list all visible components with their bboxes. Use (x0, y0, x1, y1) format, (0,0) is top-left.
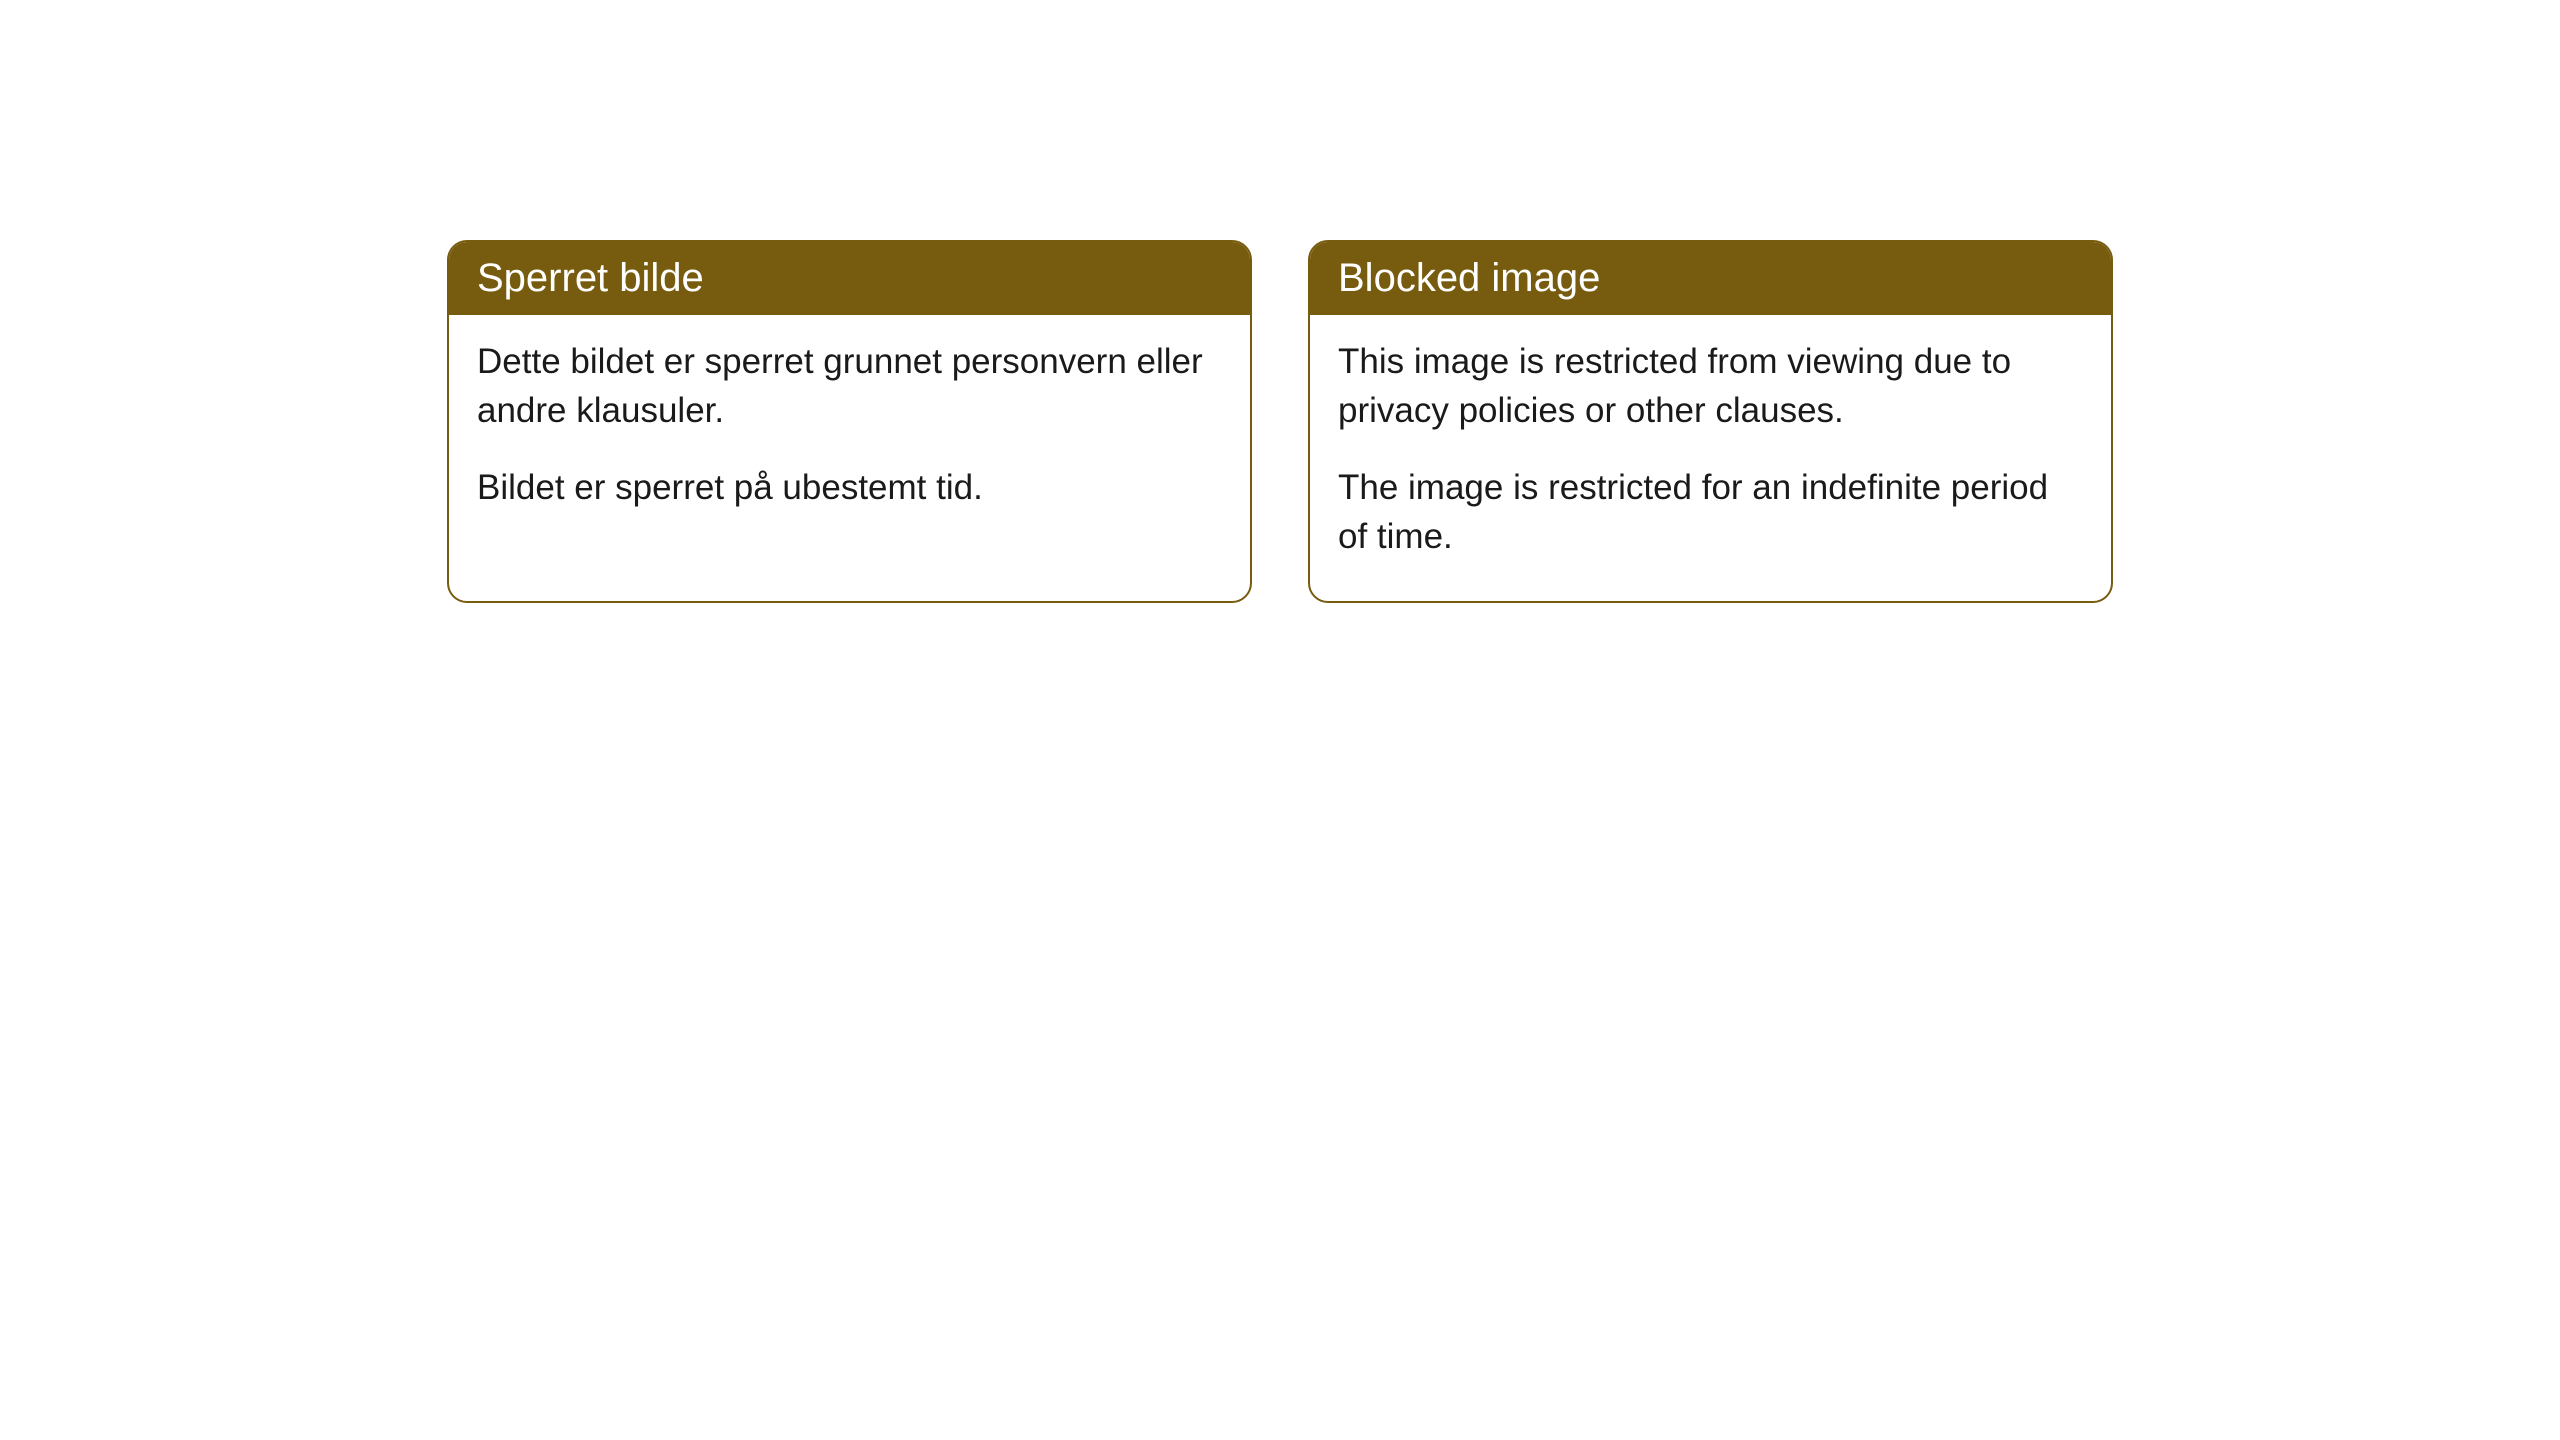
card-paragraph: Bildet er sperret på ubestemt tid. (477, 463, 1222, 512)
card-body-english: This image is restricted from viewing du… (1310, 315, 2111, 601)
card-norwegian: Sperret bilde Dette bildet er sperret gr… (447, 240, 1252, 603)
card-paragraph: The image is restricted for an indefinit… (1338, 463, 2083, 561)
card-english: Blocked image This image is restricted f… (1308, 240, 2113, 603)
card-header-norwegian: Sperret bilde (449, 242, 1250, 315)
card-paragraph: Dette bildet er sperret grunnet personve… (477, 337, 1222, 435)
cards-container: Sperret bilde Dette bildet er sperret gr… (447, 240, 2113, 603)
card-paragraph: This image is restricted from viewing du… (1338, 337, 2083, 435)
card-header-english: Blocked image (1310, 242, 2111, 315)
card-body-norwegian: Dette bildet er sperret grunnet personve… (449, 315, 1250, 552)
